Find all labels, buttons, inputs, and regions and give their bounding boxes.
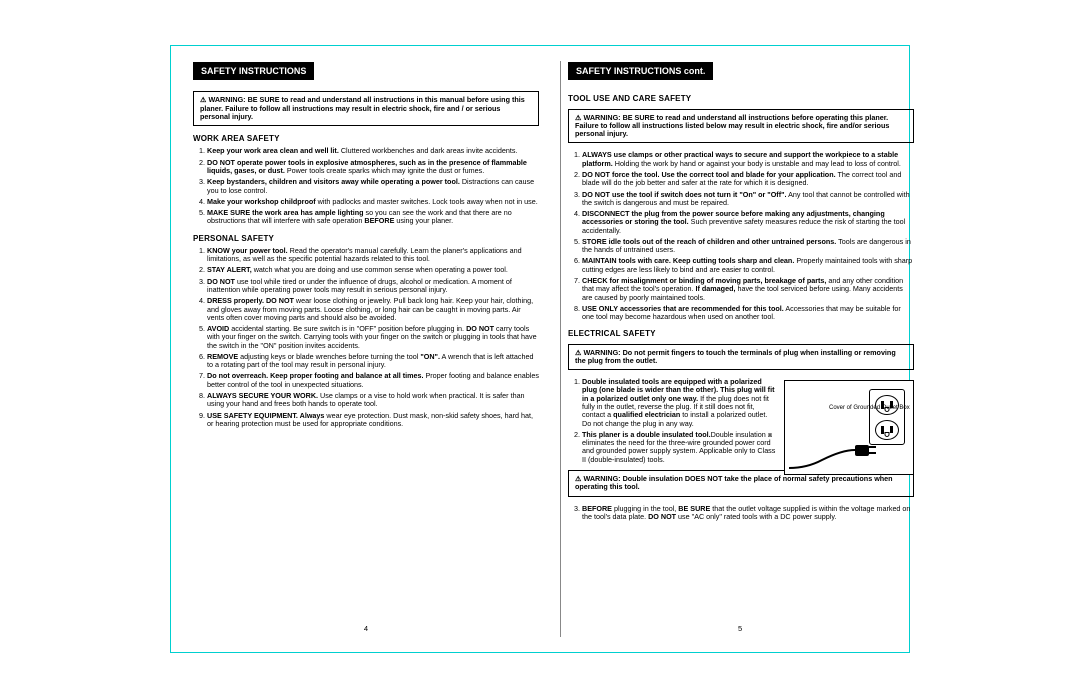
warning-body-elec1: Do not permit fingers to touch the termi… <box>575 348 896 365</box>
personal-safety-list: KNOW your power tool. Read the operator'… <box>193 247 539 428</box>
work-area-heading: WORK AREA SAFETY <box>193 134 539 143</box>
list-item: STORE idle tools out of the reach of chi… <box>582 238 914 255</box>
before-item: BEFORE plugging in the tool, BE SURE tha… <box>582 505 914 522</box>
socket-top <box>875 395 899 415</box>
electrical-wrap: Double insulated tools are equipped with… <box>568 378 914 464</box>
section-tab-left: SAFETY INSTRUCTIONS <box>193 62 314 80</box>
list-item: Do not overreach. Keep proper footing an… <box>207 372 539 389</box>
tool-use-list: ALWAYS use clamps or other practical way… <box>568 151 914 321</box>
page-number-right: 5 <box>568 625 914 634</box>
tool-use-heading: TOOL USE AND CARE SAFETY <box>568 94 914 103</box>
list-item: Double insulated tools are equipped with… <box>582 378 778 428</box>
work-area-list: Keep your work area clean and well lit. … <box>193 147 539 225</box>
personal-safety-heading: PERSONAL SAFETY <box>193 234 539 243</box>
list-item: AVOID accidental starting. Be sure switc… <box>207 325 539 350</box>
list-item: REMOVE adjusting keys or blade wrenches … <box>207 353 539 370</box>
list-item: KNOW your power tool. Read the operator'… <box>207 247 539 264</box>
list-item: This planer is a double insulated tool.D… <box>582 431 778 464</box>
outlet-figure: Cover of Grounded Outlet Box <box>784 380 914 475</box>
electrical-list: Double insulated tools are equipped with… <box>568 378 778 464</box>
list-item: Make your workshop childproof with padlo… <box>207 198 539 206</box>
list-item: DRESS properly. DO NOT wear loose clothi… <box>207 297 539 322</box>
warning-body-tool: BE SURE to read and understand all instr… <box>575 113 889 139</box>
list-item: USE ONLY accessories that are recommende… <box>582 305 914 322</box>
list-item: DO NOT use the tool if switch does not t… <box>582 191 914 208</box>
list-item: Keep bystanders, children and visitors a… <box>207 178 539 195</box>
warning-box-main: ⚠ WARNING: BE SURE to read and understan… <box>193 91 539 126</box>
electrical-heading: ELECTRICAL SAFETY <box>568 329 914 338</box>
page-number-left: 4 <box>193 625 539 634</box>
plug-cord-icon <box>787 442 882 470</box>
list-item: CHECK for misalignment or binding of mov… <box>582 277 914 302</box>
list-item: DO NOT use tool while tired or under the… <box>207 278 539 295</box>
list-item: MAKE SURE the work area has ample lighti… <box>207 209 539 226</box>
warning-body-elec2: Double insulation DOES NOT take the plac… <box>575 474 893 491</box>
list-item: DO NOT operate power tools in explosive … <box>207 159 539 176</box>
list-item: USE SAFETY EQUIPMENT. Always wear eye pr… <box>207 412 539 429</box>
list-item: MAINTAIN tools with care. Keep cutting t… <box>582 257 914 274</box>
list-item: STAY ALERT, watch what you are doing and… <box>207 266 539 274</box>
page-divider <box>560 61 561 637</box>
list-item: DISCONNECT the plug from the power sourc… <box>582 210 914 235</box>
list-item: ALWAYS use clamps or other practical way… <box>582 151 914 168</box>
outlet-plate <box>869 389 905 445</box>
warning-body: BE SURE to read and understand all instr… <box>200 95 525 121</box>
socket-bottom <box>875 420 899 440</box>
list-item: ALWAYS SECURE YOUR WORK. Use clamps or a… <box>207 392 539 409</box>
list-item: Keep your work area clean and well lit. … <box>207 147 539 155</box>
before-list: BEFORE plugging in the tool, BE SURE tha… <box>568 505 914 522</box>
list-item: DO NOT force the tool. Use the correct t… <box>582 171 914 188</box>
page-4: SAFETY INSTRUCTIONS ⚠ WARNING: BE SURE t… <box>193 62 539 634</box>
warning-box-tool: ⚠ WARNING: BE SURE to read and understan… <box>568 109 914 144</box>
warning-box-elec1: ⚠ WARNING: Do not permit fingers to touc… <box>568 344 914 371</box>
section-tab-right: SAFETY INSTRUCTIONS cont. <box>568 62 713 80</box>
page-5: SAFETY INSTRUCTIONS cont. TOOL USE AND C… <box>568 62 914 634</box>
